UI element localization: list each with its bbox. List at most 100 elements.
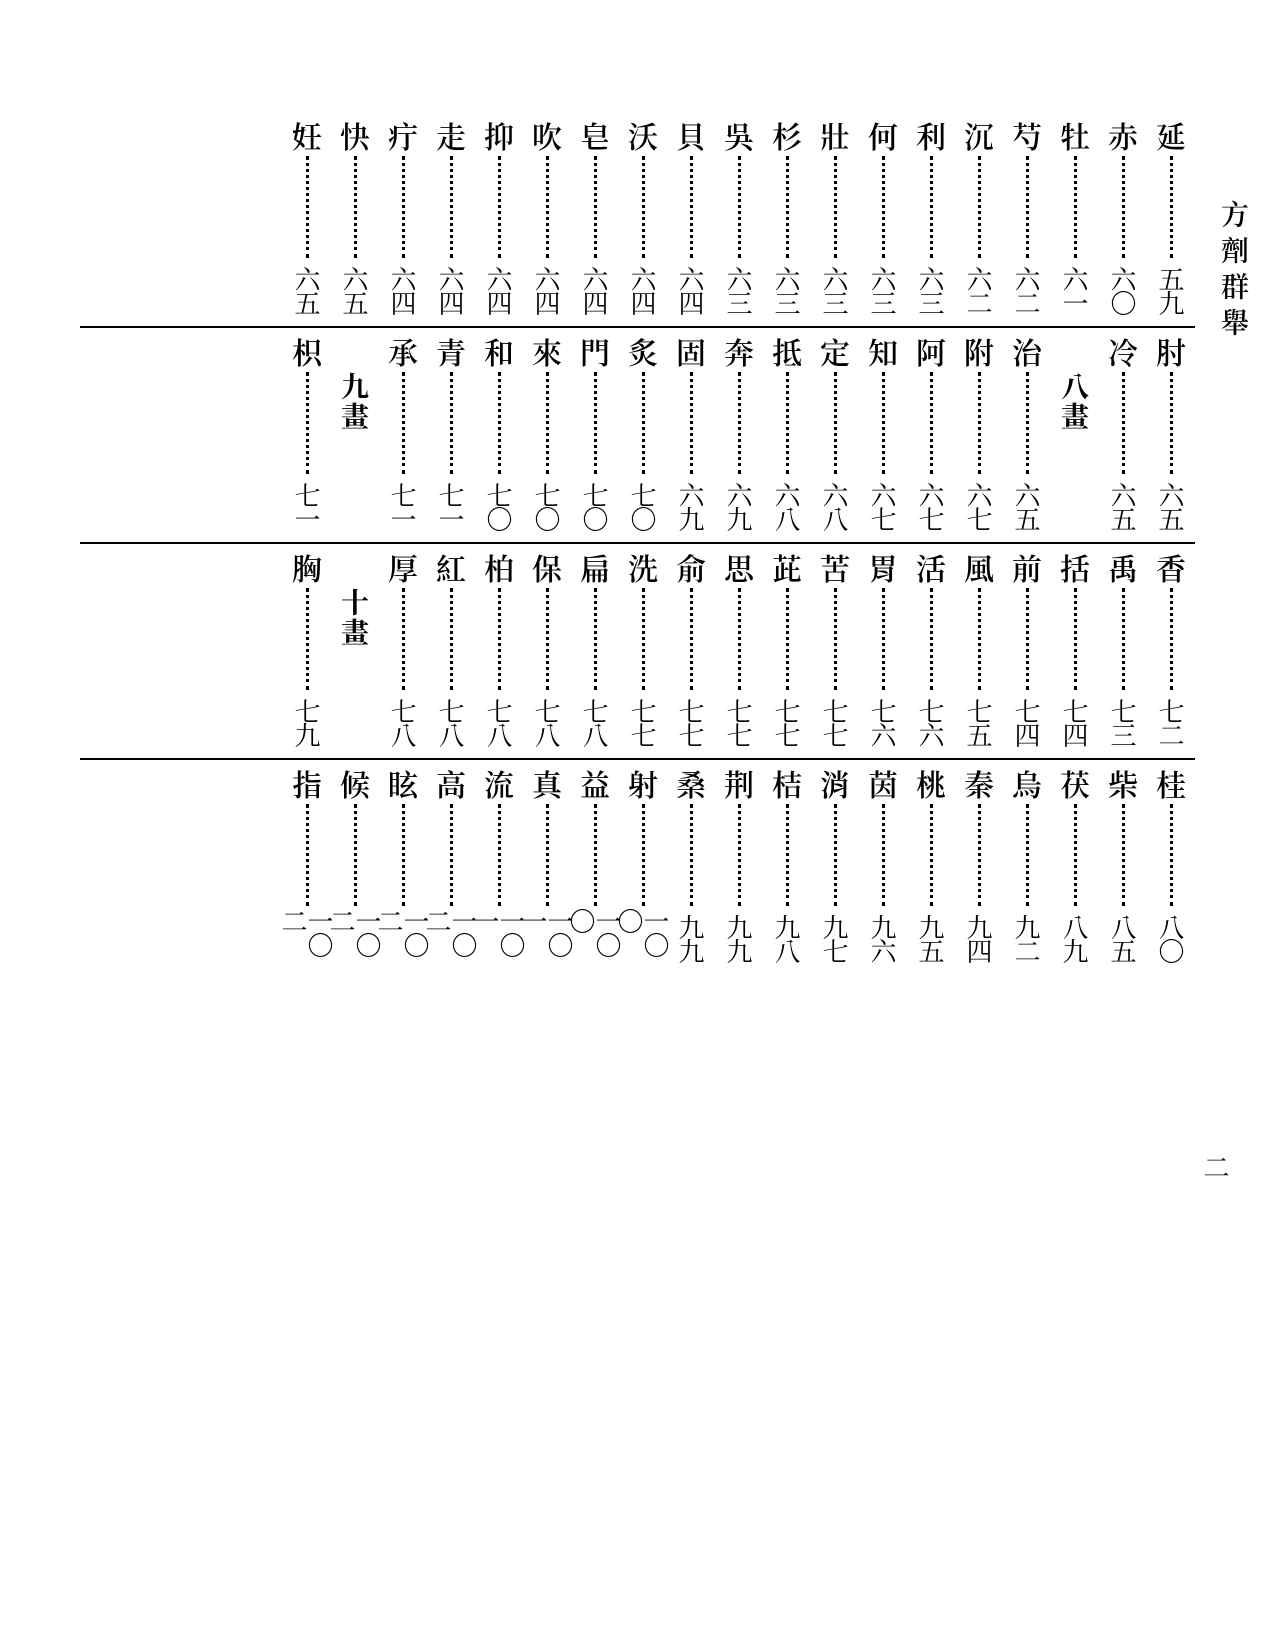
leader-dots [306, 372, 309, 474]
entry-page-number: 七四 [1014, 692, 1040, 752]
entry-page-number: 七七 [678, 692, 704, 752]
leader-dots [450, 156, 453, 258]
leader-dots [642, 588, 645, 690]
leader-dots [1170, 372, 1173, 474]
entry-page-number: 一〇二 [281, 908, 333, 968]
entry-page-number: 六三 [774, 260, 800, 320]
leader-dots [834, 804, 837, 906]
entry-character: 風 [964, 552, 994, 586]
entry-character: 枳 [292, 336, 322, 370]
index-entry: 桂八〇 [1147, 768, 1195, 968]
leader-dots [498, 372, 501, 474]
entry-character: 柏 [484, 552, 514, 586]
entry-character: 附 [964, 336, 994, 370]
index-entry: 活七六 [907, 552, 955, 752]
entry-page-number: 九六 [870, 908, 896, 968]
entry-character: 皂 [580, 120, 610, 154]
entry-page-number: 六四 [630, 260, 656, 320]
leader-dots [834, 372, 837, 474]
leader-dots [786, 156, 789, 258]
leader-dots [594, 804, 597, 906]
index-entry: 烏九二 [1003, 768, 1051, 968]
entry-page-number: 六四 [582, 260, 608, 320]
entry-character: 荆 [724, 768, 754, 802]
leader-dots [402, 588, 405, 690]
entry-page-number: 六五 [1110, 476, 1136, 536]
leader-dots [402, 372, 405, 474]
entry-page-number: 七三 [1110, 692, 1136, 752]
leader-dots [594, 156, 597, 258]
leader-dots [1170, 156, 1173, 258]
index-entry: 肘六五 [1147, 336, 1195, 536]
entry-character: 茯 [1060, 768, 1090, 802]
entry-page-number: 六四 [486, 260, 512, 320]
leader-dots [306, 156, 309, 258]
entry-character: 活 [916, 552, 946, 586]
index-entry: 吹六四 [523, 120, 571, 320]
entry-character: 括 [1060, 552, 1090, 586]
entry-character: 烏 [1012, 768, 1042, 802]
index-entry: 壯六三 [811, 120, 859, 320]
leader-dots [546, 804, 549, 906]
leader-dots [882, 156, 885, 258]
leader-dots [354, 804, 357, 906]
entry-page-number: 六七 [966, 476, 992, 536]
page-wrapper: 延五九赤六〇牡六一芍六二沉六二利六三何六三壯六三杉六三吳六三貝六四沃六四皂六四吹… [80, 120, 1195, 1570]
entry-page-number: 六四 [678, 260, 704, 320]
entry-character: 疔 [388, 120, 418, 154]
entry-page-number: 六七 [918, 476, 944, 536]
entry-character: 桑 [676, 768, 706, 802]
entry-page-number: 六五 [1014, 476, 1040, 536]
index-entry: 治六五 [1003, 336, 1051, 536]
entry-page-number: 六九 [726, 476, 752, 536]
entry-character: 益 [580, 768, 610, 802]
entry-character: 杉 [772, 120, 802, 154]
entry-character: 牡 [1060, 120, 1090, 154]
entry-page-number: 九九 [678, 908, 704, 968]
leader-dots [498, 804, 501, 906]
leader-dots [978, 588, 981, 690]
entry-character: 抑 [484, 120, 514, 154]
leader-dots [978, 372, 981, 474]
index-entry: 柴八五 [1099, 768, 1147, 968]
index-entry: 走六四 [427, 120, 475, 320]
index-entry: 茯八九 [1051, 768, 1099, 968]
entry-character: 茵 [868, 768, 898, 802]
index-entry: 知六七 [859, 336, 907, 536]
entry-page-number: 九九 [726, 908, 752, 968]
index-entry: 門七〇 [571, 336, 619, 536]
leader-dots [306, 588, 309, 690]
index-entry: 延五九 [1147, 120, 1195, 320]
entry-page-number: 六八 [822, 476, 848, 536]
entry-page-number: 七六 [918, 692, 944, 752]
index-entry: 炙七〇 [619, 336, 667, 536]
index-entry: 香七二 [1147, 552, 1195, 752]
entry-page-number: 六〇 [1110, 260, 1136, 320]
leader-dots [882, 372, 885, 474]
index-entry: 貝六四 [667, 120, 715, 320]
index-entry: 牡六一 [1051, 120, 1099, 320]
entry-page-number: 七〇 [534, 476, 560, 536]
index-entry: 思七七 [715, 552, 763, 752]
leader-dots [738, 156, 741, 258]
entry-page-number: 六二 [1014, 260, 1040, 320]
index-entry: 厚七八 [379, 552, 427, 752]
entry-character: 利 [916, 120, 946, 154]
entry-page-number: 七八 [390, 692, 416, 752]
leader-dots [690, 804, 693, 906]
entry-page-number: 六五 [294, 260, 320, 320]
index-entry: 桔九八 [763, 768, 811, 968]
leader-dots [690, 156, 693, 258]
leader-dots [642, 372, 645, 474]
index-entry: 赤六〇 [1099, 120, 1147, 320]
entry-page-number: 七五 [966, 692, 992, 752]
entry-character: 射 [628, 768, 658, 802]
index-entry: 附六七 [955, 336, 1003, 536]
entry-character: 妊 [292, 120, 322, 154]
leader-dots [402, 804, 405, 906]
entry-character: 禹 [1108, 552, 1138, 586]
leader-dots [1122, 588, 1125, 690]
entry-page-number: 八九 [1062, 908, 1088, 968]
entry-page-number: 九八 [774, 908, 800, 968]
entry-page-number: 五九 [1158, 260, 1184, 320]
